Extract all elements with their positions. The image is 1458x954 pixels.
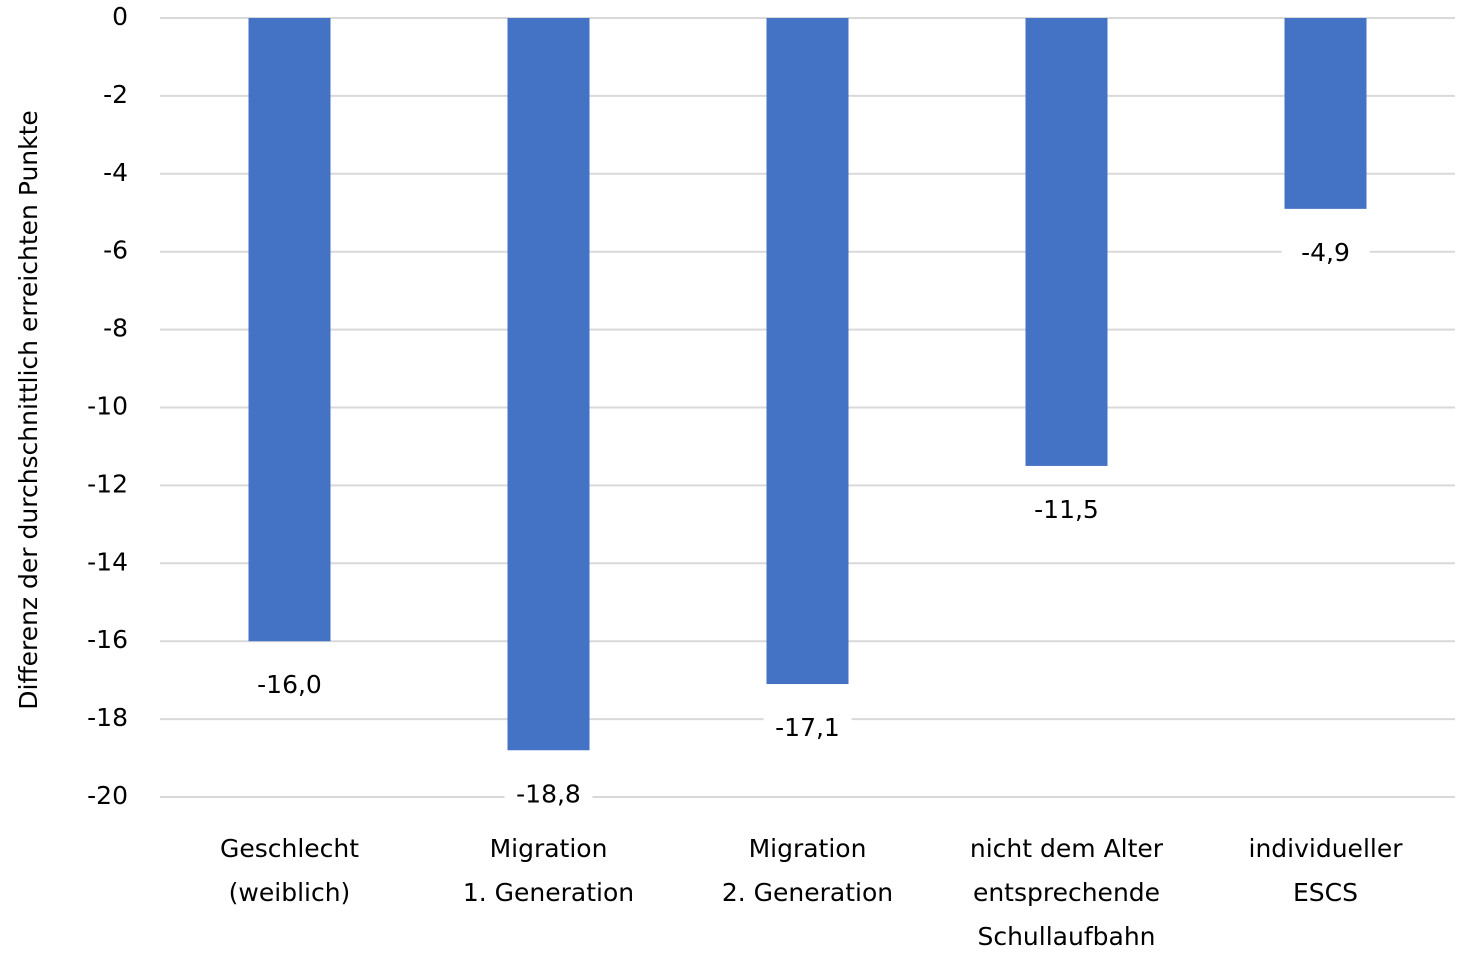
y-tick-label: -20 <box>87 781 128 810</box>
y-tick-label: -8 <box>103 314 128 343</box>
y-tick-label: -6 <box>103 236 128 265</box>
x-tick-label: Migration <box>490 834 608 863</box>
x-tick-label: (weiblich) <box>229 878 351 907</box>
value-label: -16,0 <box>257 670 322 699</box>
value-label-bg <box>763 709 852 750</box>
value-label-bg <box>245 666 334 707</box>
value-label: -17,1 <box>775 713 840 742</box>
y-tick-label: -16 <box>87 625 128 654</box>
x-tick-label: ESCS <box>1293 878 1358 907</box>
x-tick-label: nicht dem Alter <box>970 834 1164 863</box>
value-label-bg <box>1022 490 1111 531</box>
x-tick-label: Schullaufbahn <box>977 922 1155 951</box>
y-tick-label: -10 <box>87 392 128 421</box>
bar <box>766 18 849 685</box>
x-tick-label: entsprechende <box>973 878 1160 907</box>
y-tick-label: -2 <box>103 80 128 109</box>
bar <box>1284 18 1367 209</box>
x-tick-label: 2. Generation <box>722 878 893 907</box>
x-tick-label: individueller <box>1249 834 1404 863</box>
x-tick-label: Geschlecht <box>220 834 359 863</box>
bar <box>507 18 590 751</box>
y-axis-title: Differenz der durchschnittlich erreichte… <box>14 110 43 710</box>
bar <box>248 18 331 642</box>
bar <box>1025 18 1108 466</box>
value-label: -18,8 <box>516 779 581 808</box>
x-tick-label: Migration <box>749 834 867 863</box>
y-tick-label: 0 <box>112 2 128 31</box>
y-tick-label: -18 <box>87 703 128 732</box>
y-tick-label: -12 <box>87 469 128 498</box>
value-label: -4,9 <box>1301 238 1350 267</box>
y-tick-label: -14 <box>87 547 128 576</box>
y-tick-label: -4 <box>103 158 128 187</box>
value-label: -11,5 <box>1034 495 1099 524</box>
value-label-bg <box>504 775 593 816</box>
x-tick-label: 1. Generation <box>463 878 634 907</box>
value-label-bg <box>1281 233 1370 274</box>
